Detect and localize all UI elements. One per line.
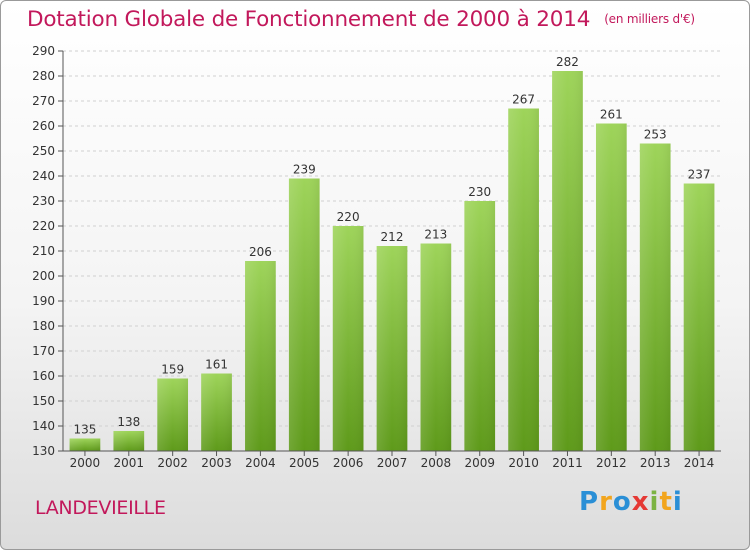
- bar-value-label: 138: [117, 415, 140, 429]
- x-tick-label: 2013: [640, 456, 671, 470]
- proxiti-logo: Proxiti: [579, 487, 683, 517]
- bar-value-label: 206: [249, 245, 272, 259]
- chart-title: Dotation Globale de Fonctionnement de 20…: [27, 7, 695, 32]
- y-tick-label: 280: [32, 69, 55, 83]
- chart-subtitle: (en milliers d'€): [604, 12, 695, 26]
- bar-shine: [288, 178, 320, 451]
- bar-shine: [245, 261, 276, 451]
- bar-value-label: 213: [424, 228, 447, 242]
- bar-value-label: 239: [293, 163, 316, 177]
- y-tick-label: 190: [32, 294, 55, 308]
- x-tick-label: 2010: [508, 456, 539, 470]
- bar-shine: [157, 378, 189, 451]
- logo-letter: P: [579, 487, 600, 517]
- place-name: LANDEVIEILLE: [35, 497, 166, 519]
- bar-shine: [464, 201, 496, 451]
- x-tick-label: 2007: [377, 456, 408, 470]
- bar-shine: [683, 183, 715, 451]
- x-tick-label: 2012: [596, 456, 627, 470]
- bar-value-label: 159: [161, 363, 184, 377]
- bar-value-label: 161: [205, 358, 228, 372]
- y-tick-label: 210: [32, 244, 55, 258]
- y-tick-label: 200: [32, 269, 55, 283]
- y-tick-label: 230: [32, 194, 55, 208]
- y-tick-label: 290: [32, 44, 55, 58]
- bar-shine: [552, 71, 583, 451]
- x-tick-label: 2014: [684, 456, 715, 470]
- bar-shine: [332, 226, 364, 451]
- x-tick-label: 2001: [114, 456, 145, 470]
- logo-letter: i: [672, 487, 683, 517]
- y-tick-label: 150: [32, 394, 55, 408]
- chart-title-text: Dotation Globale de Fonctionnement de 20…: [27, 7, 591, 32]
- y-tick-label: 270: [32, 94, 55, 108]
- bar-value-label: 212: [381, 230, 404, 244]
- y-tick-label: 240: [32, 169, 55, 183]
- bar-shine: [639, 143, 671, 451]
- y-tick-label: 250: [32, 144, 55, 158]
- bar-value-label: 253: [644, 128, 667, 142]
- logo-letter: i: [649, 487, 660, 517]
- y-tick-label: 180: [32, 319, 55, 333]
- logo-letter: x: [631, 487, 650, 517]
- bar-shine: [508, 108, 539, 451]
- logo-letter: r: [599, 487, 613, 517]
- logo-letter: o: [612, 487, 632, 517]
- x-tick-label: 2003: [201, 456, 232, 470]
- bar-shine: [201, 373, 232, 451]
- bar-value-label: 267: [512, 93, 535, 107]
- bar-shine: [69, 438, 101, 451]
- y-tick-label: 160: [32, 369, 55, 383]
- x-tick-label: 2009: [464, 456, 495, 470]
- bar-shine: [376, 246, 408, 451]
- bar-value-label: 261: [600, 108, 623, 122]
- y-tick-label: 170: [32, 344, 55, 358]
- y-tick-label: 220: [32, 219, 55, 233]
- x-tick-label: 2005: [289, 456, 320, 470]
- x-tick-label: 2008: [421, 456, 452, 470]
- x-tick-label: 2000: [70, 456, 101, 470]
- logo-letter: t: [659, 487, 673, 517]
- bar-value-label: 230: [468, 185, 491, 199]
- x-tick-label: 2002: [157, 456, 188, 470]
- y-tick-label: 140: [32, 419, 55, 433]
- bar-value-label: 237: [688, 168, 711, 182]
- bar-value-label: 135: [73, 423, 96, 437]
- bar-value-label: 220: [337, 210, 360, 224]
- y-tick-label: 260: [32, 119, 55, 133]
- bar-shine: [595, 123, 627, 451]
- x-tick-label: 2011: [552, 456, 583, 470]
- x-tick-label: 2006: [333, 456, 364, 470]
- bar-shine: [113, 431, 145, 451]
- x-tick-label: 2004: [245, 456, 276, 470]
- bar-shine: [420, 243, 452, 451]
- bar-value-label: 282: [556, 55, 579, 69]
- y-tick-label: 130: [32, 444, 55, 458]
